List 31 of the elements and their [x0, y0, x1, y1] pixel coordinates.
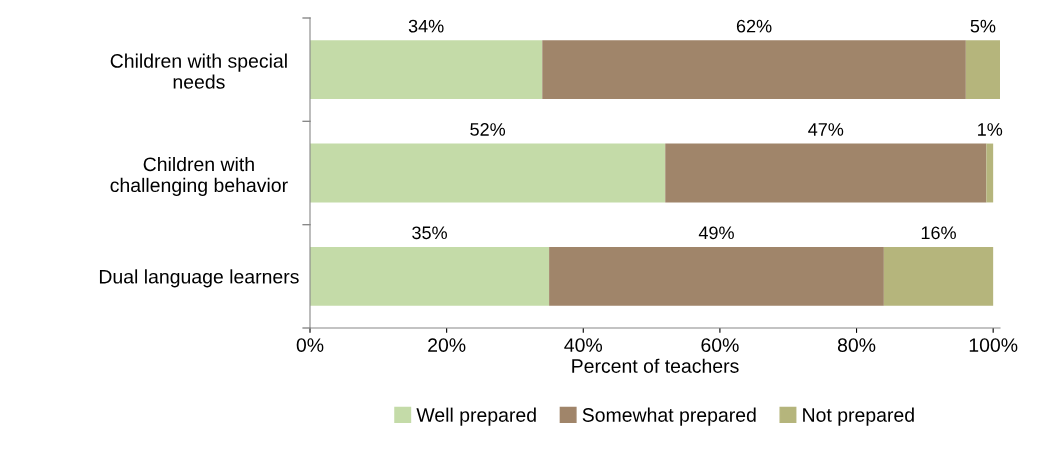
x-tick-label: 80%	[837, 338, 876, 352]
data-label: 35%	[412, 226, 447, 240]
bar	[665, 143, 987, 203]
x-tick-label: 0%	[296, 338, 324, 352]
data-label: 5%	[970, 19, 996, 33]
bar	[310, 40, 543, 100]
legend-label: Somewhat prepared	[582, 407, 756, 426]
data-label: 34%	[408, 19, 444, 33]
bar	[549, 246, 884, 306]
bar	[542, 40, 966, 100]
data-label: 52%	[470, 123, 506, 136]
bar	[883, 246, 994, 306]
legend-label: Well prepared	[416, 407, 536, 426]
y-tick-label: Children with special needs	[110, 53, 287, 89]
data-label: 49%	[698, 226, 734, 240]
data-label: 16%	[921, 226, 956, 240]
bar	[986, 143, 994, 203]
data-label: 1%	[978, 123, 1003, 136]
bar	[310, 143, 666, 203]
x-tick-label: 40%	[564, 338, 603, 352]
data-label: 62%	[736, 19, 772, 33]
y-tick-label: Children with challenging behavior	[110, 156, 288, 196]
x-tick-label: 100%	[969, 338, 1018, 352]
y-tick-label: Dual language learners	[99, 269, 299, 288]
x-tick-label: 20%	[428, 338, 466, 352]
data-label: 47%	[808, 123, 844, 136]
bar	[965, 40, 1000, 100]
x-axis-title: Percent of teachers	[572, 358, 739, 373]
bar	[310, 246, 550, 306]
legend-label: Not prepared	[803, 407, 914, 426]
x-tick-label: 60%	[701, 338, 739, 352]
